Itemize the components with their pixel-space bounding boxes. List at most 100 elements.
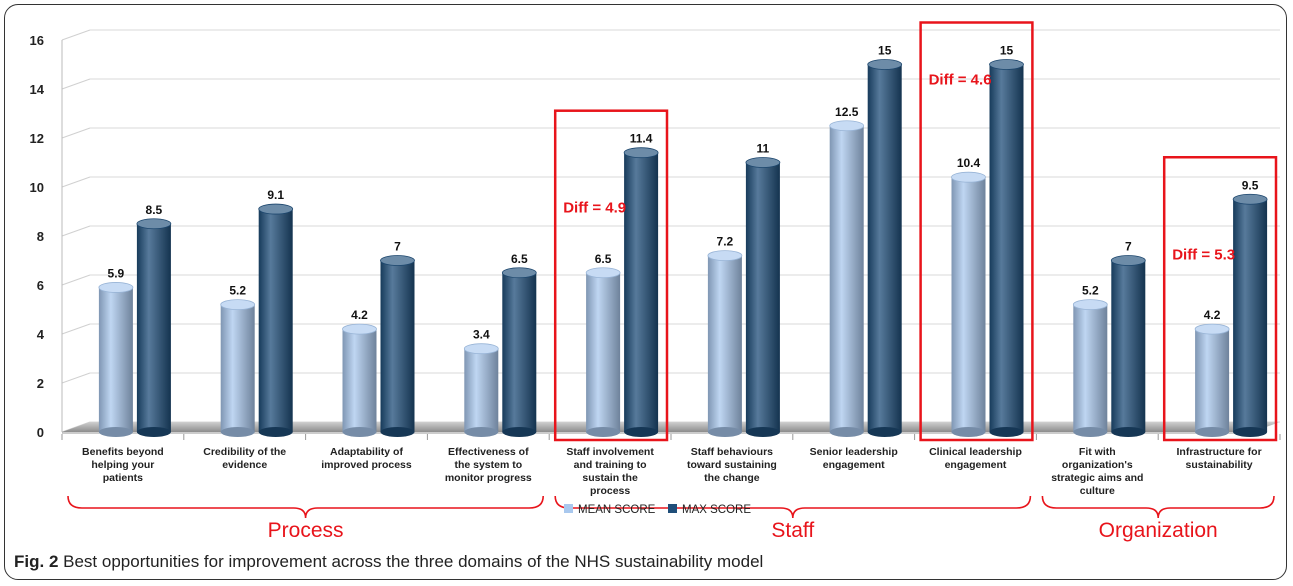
value-label: 5.2 (229, 284, 246, 298)
figure-frame (4, 4, 1287, 580)
bar-base (98, 427, 133, 437)
bar-mean-score (98, 287, 133, 432)
bar-base (745, 427, 780, 437)
value-label: 7 (394, 240, 401, 254)
category-label: improved process (321, 459, 412, 471)
bar-mean-score (586, 272, 621, 432)
bar-mean-score (707, 255, 742, 432)
diff-label: Diff = 4.6 (929, 72, 992, 89)
bar-top (1072, 299, 1108, 311)
bar-mean-score (220, 304, 255, 432)
y-tick-label: 0 (37, 425, 44, 440)
category-label: sustain the (582, 472, 638, 484)
category-label: Effectiveness of (448, 446, 529, 458)
legend-label: MAX SCORE (682, 504, 751, 516)
category-label: process (590, 485, 630, 497)
category-label: patients (103, 472, 143, 484)
bar-top (829, 120, 865, 132)
category-label: Senior leadership (810, 446, 898, 458)
bar-base (1111, 427, 1146, 437)
bar-top (867, 59, 903, 70)
gridline-side (61, 29, 91, 41)
category-label: toward sustaining (687, 459, 777, 471)
bar-base (502, 427, 537, 437)
bar-top (342, 323, 377, 335)
bar-max-score (258, 209, 293, 432)
category-label: Clinical leadership (929, 446, 1022, 458)
bar-top (136, 218, 172, 230)
y-tick-label: 2 (37, 376, 44, 391)
bar-top (1232, 193, 1268, 205)
category-label: Staff involvement (566, 446, 654, 458)
value-label: 3.4 (473, 328, 490, 342)
gridline-side (61, 323, 91, 335)
value-label: 6.5 (595, 252, 612, 266)
category-label: the change (704, 472, 760, 484)
value-label: 10.4 (957, 156, 981, 170)
y-tick-label: 6 (37, 278, 44, 293)
bar-base (464, 427, 499, 437)
value-label: 9.5 (1242, 178, 1259, 192)
bar-top (745, 157, 781, 168)
bar-base (951, 427, 986, 437)
gridline-side (61, 176, 91, 188)
bar-top (585, 267, 621, 279)
bar-mean-score (342, 329, 377, 432)
gridline-side (61, 225, 91, 237)
bar-base (829, 427, 864, 437)
category-label: the system to (454, 459, 522, 471)
bar-max-score (1233, 199, 1268, 432)
legend-swatch (668, 504, 677, 513)
bar-max-score (989, 64, 1024, 432)
category-label: engagement (945, 459, 1007, 471)
category-label: Staff behaviours (691, 446, 773, 458)
y-tick-label: 14 (30, 82, 45, 97)
category-label: strategic aims and (1051, 472, 1143, 484)
value-label: 7.2 (717, 235, 734, 249)
diff-label: Diff = 4.9 (563, 200, 626, 217)
bar-top (258, 203, 294, 215)
domain-label: Staff (771, 519, 814, 542)
value-label: 4.2 (351, 308, 368, 322)
value-label: 4.2 (1204, 308, 1221, 322)
bar-top (501, 267, 537, 279)
caption-text: Best opportunities for improvement acros… (58, 552, 764, 571)
bar-top (380, 255, 415, 266)
highlight-box (1162, 156, 1278, 442)
bar-max-score (1111, 260, 1146, 432)
legend-label: MEAN SCORE (578, 504, 656, 516)
gridline-side (61, 127, 91, 139)
y-tick-label: 4 (37, 327, 45, 342)
y-tick-label: 8 (37, 229, 44, 244)
y-tick-label: 10 (30, 180, 44, 195)
bar-mean-score (1073, 304, 1108, 432)
bar-base (342, 427, 377, 437)
category-label: culture (1080, 485, 1115, 497)
bar-base (1073, 427, 1108, 437)
category-label: sustainability (1186, 459, 1253, 471)
legend-swatch (564, 504, 573, 513)
gridline-side (61, 372, 91, 384)
bar-top (1194, 323, 1230, 335)
bar-top (989, 59, 1024, 70)
gridline-side (61, 78, 91, 90)
value-label: 7 (1125, 240, 1132, 254)
bar-max-score (136, 223, 171, 432)
highlight-box (553, 109, 669, 442)
bar-base (989, 427, 1024, 437)
category-label: evidence (222, 459, 267, 471)
bar-base (1195, 427, 1230, 437)
bar-base (1233, 427, 1268, 437)
bar-max-score (624, 152, 659, 432)
bar-top (1110, 255, 1146, 266)
bar-top (220, 299, 256, 311)
gridline-side (61, 274, 91, 286)
value-label: 11 (757, 142, 770, 156)
value-label: 5.2 (1082, 284, 1099, 298)
category-label: Adaptability of (330, 446, 403, 458)
bar-top (707, 250, 743, 262)
bar-max-score (502, 272, 537, 432)
figure-caption: Fig. 2 Best opportunities for improvemen… (14, 552, 763, 572)
highlight-box (919, 21, 1034, 442)
